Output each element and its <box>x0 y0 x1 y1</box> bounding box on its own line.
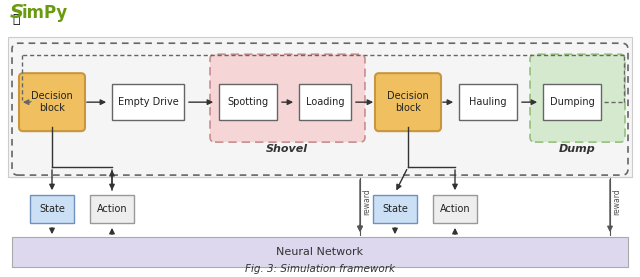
Bar <box>30 195 74 223</box>
Bar <box>8 37 632 177</box>
Text: Fig. 3: Simulation framework: Fig. 3: Simulation framework <box>245 264 395 274</box>
Text: Spotting: Spotting <box>227 97 269 107</box>
Text: Loading: Loading <box>306 97 344 107</box>
Bar <box>112 84 184 120</box>
Text: Dump: Dump <box>559 144 595 154</box>
Text: Neural Network: Neural Network <box>276 247 364 257</box>
Bar <box>459 84 517 120</box>
Text: State: State <box>382 204 408 214</box>
Text: Empty Drive: Empty Drive <box>118 97 179 107</box>
FancyBboxPatch shape <box>375 73 441 131</box>
FancyBboxPatch shape <box>19 73 85 131</box>
Bar <box>299 84 351 120</box>
Bar <box>12 237 628 267</box>
Text: reward: reward <box>362 189 371 216</box>
FancyBboxPatch shape <box>210 54 365 142</box>
Bar <box>373 195 417 223</box>
Text: Shovel: Shovel <box>266 144 308 154</box>
Text: Action: Action <box>97 204 127 214</box>
Text: imPy: imPy <box>22 4 68 22</box>
Text: 🐘: 🐘 <box>12 13 19 26</box>
Text: State: State <box>39 204 65 214</box>
Text: Action: Action <box>440 204 470 214</box>
Text: S: S <box>10 3 24 22</box>
Text: Decision
block: Decision block <box>387 91 429 113</box>
Text: reward: reward <box>612 189 621 216</box>
FancyBboxPatch shape <box>530 54 625 142</box>
Bar <box>219 84 277 120</box>
Bar <box>543 84 601 120</box>
Bar <box>90 195 134 223</box>
Bar <box>433 195 477 223</box>
Text: Decision
block: Decision block <box>31 91 73 113</box>
Text: Dumping: Dumping <box>550 97 595 107</box>
Text: Hauling: Hauling <box>469 97 507 107</box>
Text: ··: ·· <box>26 96 34 109</box>
